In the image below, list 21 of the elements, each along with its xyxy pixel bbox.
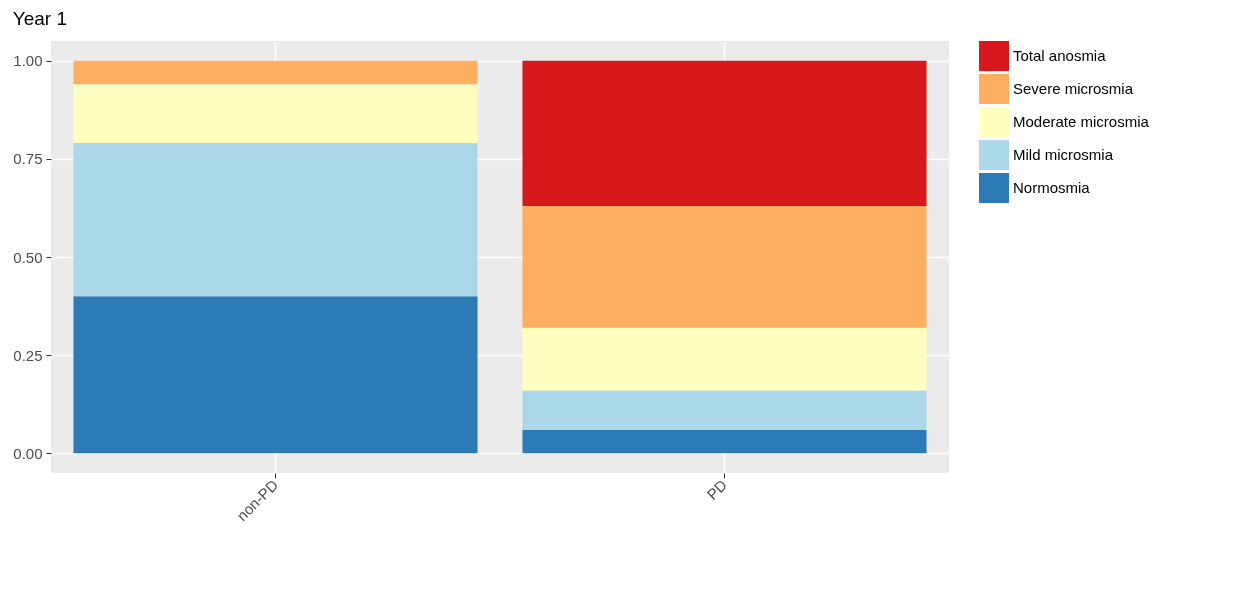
bar	[522, 327, 927, 391]
y-tick-label: 0.75	[13, 150, 43, 168]
chart-subtitle: Year 1	[12, 8, 68, 29]
bar	[73, 60, 478, 85]
legend-label: Mild microsmia	[1013, 146, 1114, 163]
bar	[522, 60, 927, 206]
y-tick-label: 0.25	[13, 346, 43, 364]
bar	[522, 205, 927, 328]
bar	[73, 143, 478, 297]
y-tick-label: 0.50	[13, 248, 43, 266]
y-tick-label: 0.00	[13, 444, 43, 462]
legend-label: Severe microsmia	[1013, 80, 1134, 97]
x-tick-label: PD	[703, 476, 731, 503]
bar	[73, 84, 478, 144]
legend-label: Moderate microsmia	[1013, 113, 1150, 130]
legend-label: Total anosmia	[1013, 47, 1107, 64]
bar	[522, 429, 927, 454]
y-tick-label: 1.00	[13, 52, 43, 70]
bar	[73, 296, 478, 454]
legend-label: Normosmia	[1013, 179, 1091, 196]
bar	[522, 390, 927, 430]
